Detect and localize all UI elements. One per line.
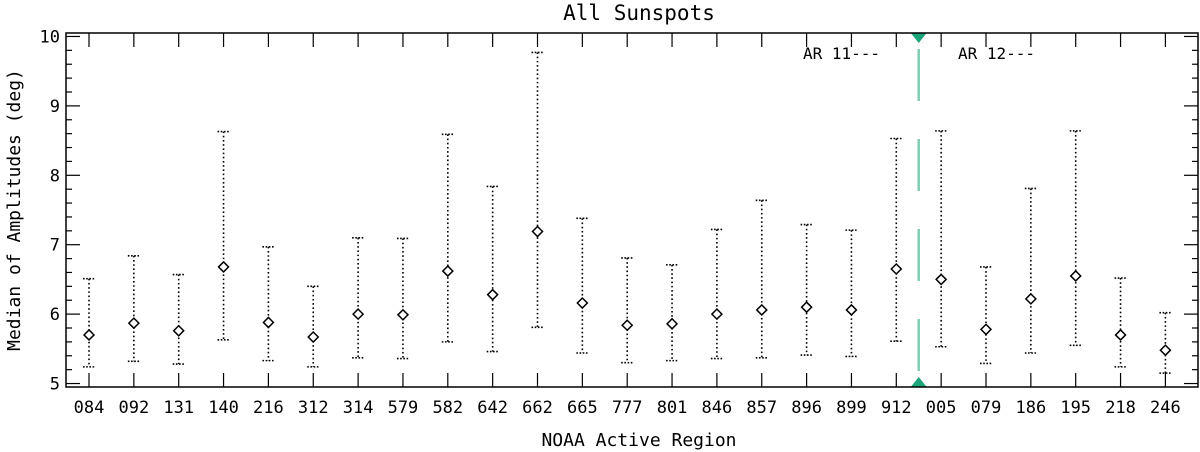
median-point <box>441 265 454 278</box>
plot-frame <box>65 32 1199 388</box>
median-point <box>172 324 185 337</box>
x-tick-label: 005 <box>926 398 957 418</box>
median-point <box>217 260 230 273</box>
divider-top-marker <box>910 33 927 43</box>
y-tick-label: 8 <box>50 166 60 186</box>
x-tick-label: 314 <box>343 398 374 418</box>
x-tick-label: 801 <box>657 398 688 418</box>
y-axis-label: Median of Amplitudes (deg) <box>4 69 25 351</box>
x-tick-label: 662 <box>522 398 553 418</box>
median-point <box>531 225 544 238</box>
chart-title: All Sunspots <box>563 1 715 25</box>
x-tick-label: 131 <box>163 398 194 418</box>
x-tick-label: 140 <box>208 398 239 418</box>
median-point <box>1159 344 1172 357</box>
median-point <box>935 273 948 286</box>
median-point <box>82 328 96 342</box>
error-bars <box>83 51 1172 374</box>
x-tick-label: 312 <box>298 398 329 418</box>
x-tick-label: 579 <box>388 398 419 418</box>
x-tick-label: 582 <box>432 398 463 418</box>
x-tick-label: 216 <box>253 398 284 418</box>
x-tick-label: 899 <box>836 398 867 418</box>
x-tick-label: 079 <box>971 398 1002 418</box>
median-point <box>1024 292 1037 305</box>
divider-right-label: AR 12--- <box>958 44 1035 63</box>
median-point <box>755 303 768 317</box>
median-points <box>82 225 1172 357</box>
region-divider <box>910 33 927 387</box>
x-tick-label: 846 <box>702 398 733 418</box>
median-point <box>576 296 589 310</box>
x-tick-label: 665 <box>567 398 598 418</box>
median-point <box>800 301 813 314</box>
x-tick-label: 777 <box>612 398 643 418</box>
median-point <box>307 330 320 344</box>
x-axis-label: NOAA Active Region <box>541 430 736 451</box>
x-tick-label: 246 <box>1150 398 1181 418</box>
x-tick-label: 896 <box>791 398 822 418</box>
median-point <box>1069 269 1082 283</box>
y-tick-labels: 5 6 7 8 9 10 <box>40 27 60 394</box>
x-tick-labels: 084 092 131 140 216 312 314 579 582 642 662 665 777 8… <box>74 398 1181 418</box>
divider-bottom-marker <box>910 377 927 387</box>
median-point <box>486 288 499 301</box>
median-point <box>979 323 993 336</box>
x-tick-label: 642 <box>477 398 508 418</box>
divider-left-label: AR 11--- <box>803 44 880 63</box>
median-point <box>665 317 679 330</box>
y-tick-label: 9 <box>50 97 60 117</box>
median-point <box>352 308 365 321</box>
median-point <box>127 317 140 330</box>
y-tick-label: 7 <box>50 236 60 256</box>
y-tick-label: 10 <box>40 27 60 47</box>
x-tick-label: 857 <box>746 398 777 418</box>
median-point <box>845 303 858 317</box>
x-tick-label: 186 <box>1015 398 1046 418</box>
y-tick-label: 6 <box>50 305 60 325</box>
tick-marks <box>66 33 1198 387</box>
x-tick-label: 084 <box>74 398 105 418</box>
x-tick-label: 195 <box>1060 398 1091 418</box>
x-tick-label: 092 <box>118 398 149 418</box>
median-point <box>396 308 410 321</box>
median-point <box>1114 328 1127 342</box>
median-point <box>890 262 903 276</box>
median-point <box>262 316 275 329</box>
x-tick-label: 912 <box>881 398 912 418</box>
y-tick-label: 5 <box>50 375 60 395</box>
x-tick-label: 218 <box>1105 398 1136 418</box>
median-point <box>710 308 723 321</box>
median-point <box>621 319 634 332</box>
